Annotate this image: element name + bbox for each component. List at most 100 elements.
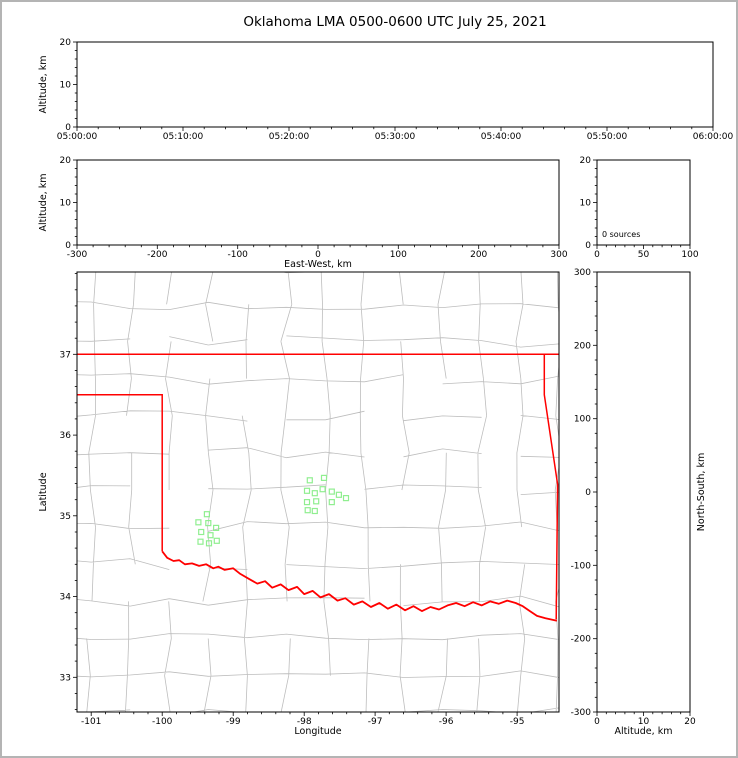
- axis-ticks: [73, 159, 560, 249]
- x-tick-label: 0: [594, 250, 600, 260]
- x-tick-label: 05:50:00: [587, 132, 628, 142]
- y-tick-label: 0: [65, 241, 71, 251]
- y-tick-label: 0: [585, 488, 591, 498]
- lma-source-point: [303, 499, 311, 506]
- panel-frame: [596, 159, 691, 246]
- lma-source-point: [319, 486, 326, 493]
- lma-source-point: [205, 519, 212, 527]
- lma-source-point: [313, 498, 320, 505]
- panel-frame: [76, 159, 560, 246]
- lma-source-point: [328, 488, 335, 495]
- y-tick-label: 34: [60, 593, 72, 603]
- y-tick-label: 100: [574, 415, 591, 425]
- x-tick-label: -95: [510, 717, 525, 727]
- x-tick-label: 20: [684, 717, 696, 727]
- x-tick-label: 300: [550, 250, 567, 260]
- x-tick-label: 05:40:00: [481, 132, 522, 142]
- x-tick-label: 100: [390, 250, 407, 260]
- source-histogram-panel: 0 50 100 0 10 20 0 sources: [580, 156, 699, 260]
- lma-source-point: [205, 540, 213, 547]
- lma-source-point: [207, 532, 214, 539]
- lma-source-point: [195, 519, 202, 526]
- x-axis-label: East-West, km: [284, 259, 352, 270]
- lma-source-point: [203, 511, 210, 518]
- state-border-west: [77, 393, 163, 552]
- y-tick-label: 20: [580, 156, 592, 166]
- x-tick-label: 0: [315, 250, 321, 260]
- sources-count-annotation: 0 sources: [602, 230, 640, 239]
- x-tick-label: -101: [81, 717, 101, 727]
- x-tick-label: 06:00:00: [693, 132, 734, 142]
- lma-source-point: [213, 537, 220, 544]
- state-border-east: [543, 354, 559, 620]
- y-axis-label: Altitude, km: [38, 174, 49, 232]
- map-panel: -101 -100 -99 -98 -97 -96 -95 33 34 35 36 37 Longitu…: [38, 271, 560, 737]
- lma-source-point: [306, 477, 313, 484]
- figure-title: Oklahoma LMA 0500-0600 UTC July 25, 2021: [243, 14, 547, 30]
- lma-source-point: [198, 528, 205, 536]
- y-tick-label: 37: [60, 350, 71, 360]
- map-layers: [77, 272, 559, 712]
- x-tick-label: -96: [439, 717, 454, 727]
- y-tick-label: 10: [60, 81, 72, 91]
- x-axis-label: Longitude: [294, 726, 341, 737]
- lma-source-point: [304, 507, 311, 514]
- y-tick-label: 36: [60, 431, 72, 441]
- x-tick-label: 50: [638, 250, 650, 260]
- x-tick-label: 05:10:00: [163, 132, 204, 142]
- red-river-border: [161, 550, 558, 622]
- x-tick-label: -97: [368, 717, 383, 727]
- x-tick-label: -200: [147, 250, 168, 260]
- ew-height-panel: -300 -200 -100 0 100 200 300 0 10 20 East-West, km…: [38, 156, 568, 270]
- panel-frame: [596, 271, 691, 713]
- y-tick-label: 10: [580, 199, 592, 209]
- panel-frame: [76, 271, 560, 713]
- x-tick-label: -98: [297, 717, 312, 727]
- x-tick-label: 100: [681, 250, 698, 260]
- x-tick-label: -99: [226, 717, 241, 727]
- y-tick-label: -100: [571, 561, 592, 571]
- lma-source-point: [213, 524, 220, 532]
- y-axis-label: Altitude, km: [38, 56, 49, 114]
- y-tick-label: 0: [585, 241, 591, 251]
- ns-height-panel: 0 10 20 -300 -200 -100 0 100 200 300 Altitude, km N…: [571, 268, 707, 737]
- x-tick-label: 200: [470, 250, 487, 260]
- y-tick-label: 35: [60, 512, 71, 522]
- y-tick-label: 20: [60, 156, 72, 166]
- county-borders: [77, 272, 559, 712]
- x-tick-label: -100: [152, 717, 173, 727]
- lma-source-point: [342, 495, 350, 502]
- y-axis-label: Latitude: [38, 472, 49, 511]
- x-tick-label: 0: [594, 717, 600, 727]
- axis-ticks: [73, 41, 714, 131]
- axis-ticks: [593, 271, 691, 716]
- y-tick-label: 10: [60, 199, 72, 209]
- y-tick-label: 33: [60, 673, 71, 683]
- panel-frame: [76, 41, 714, 128]
- lma-source-point: [311, 507, 318, 515]
- x-tick-label: 10: [638, 717, 650, 727]
- x-tick-label: 05:20:00: [269, 132, 310, 142]
- lma-source-point: [320, 474, 328, 481]
- y-axis-label: North-South, km: [696, 453, 707, 531]
- x-axis-label: Altitude, km: [615, 726, 673, 737]
- y-tick-label: -300: [571, 708, 592, 718]
- lma-source-point: [335, 491, 342, 498]
- lma-source-point: [328, 499, 335, 506]
- x-tick-label: 05:00:00: [57, 132, 98, 142]
- lma-source-point: [197, 538, 204, 545]
- y-tick-label: 0: [65, 123, 71, 133]
- lma-sources: [195, 474, 350, 547]
- time-height-panel: 05:00:00 05:10:00 05:20:00 05:30:00 05:40:00…: [38, 38, 733, 142]
- y-tick-label: 200: [574, 341, 591, 351]
- x-tick-label: -100: [227, 250, 248, 260]
- lma-source-point: [303, 487, 311, 494]
- y-tick-label: -200: [571, 635, 592, 645]
- lma-source-point: [311, 490, 318, 497]
- x-tick-label: 05:30:00: [375, 132, 416, 142]
- x-tick-label: -300: [67, 250, 88, 260]
- y-tick-label: 20: [60, 38, 72, 48]
- y-tick-label: 300: [574, 268, 591, 278]
